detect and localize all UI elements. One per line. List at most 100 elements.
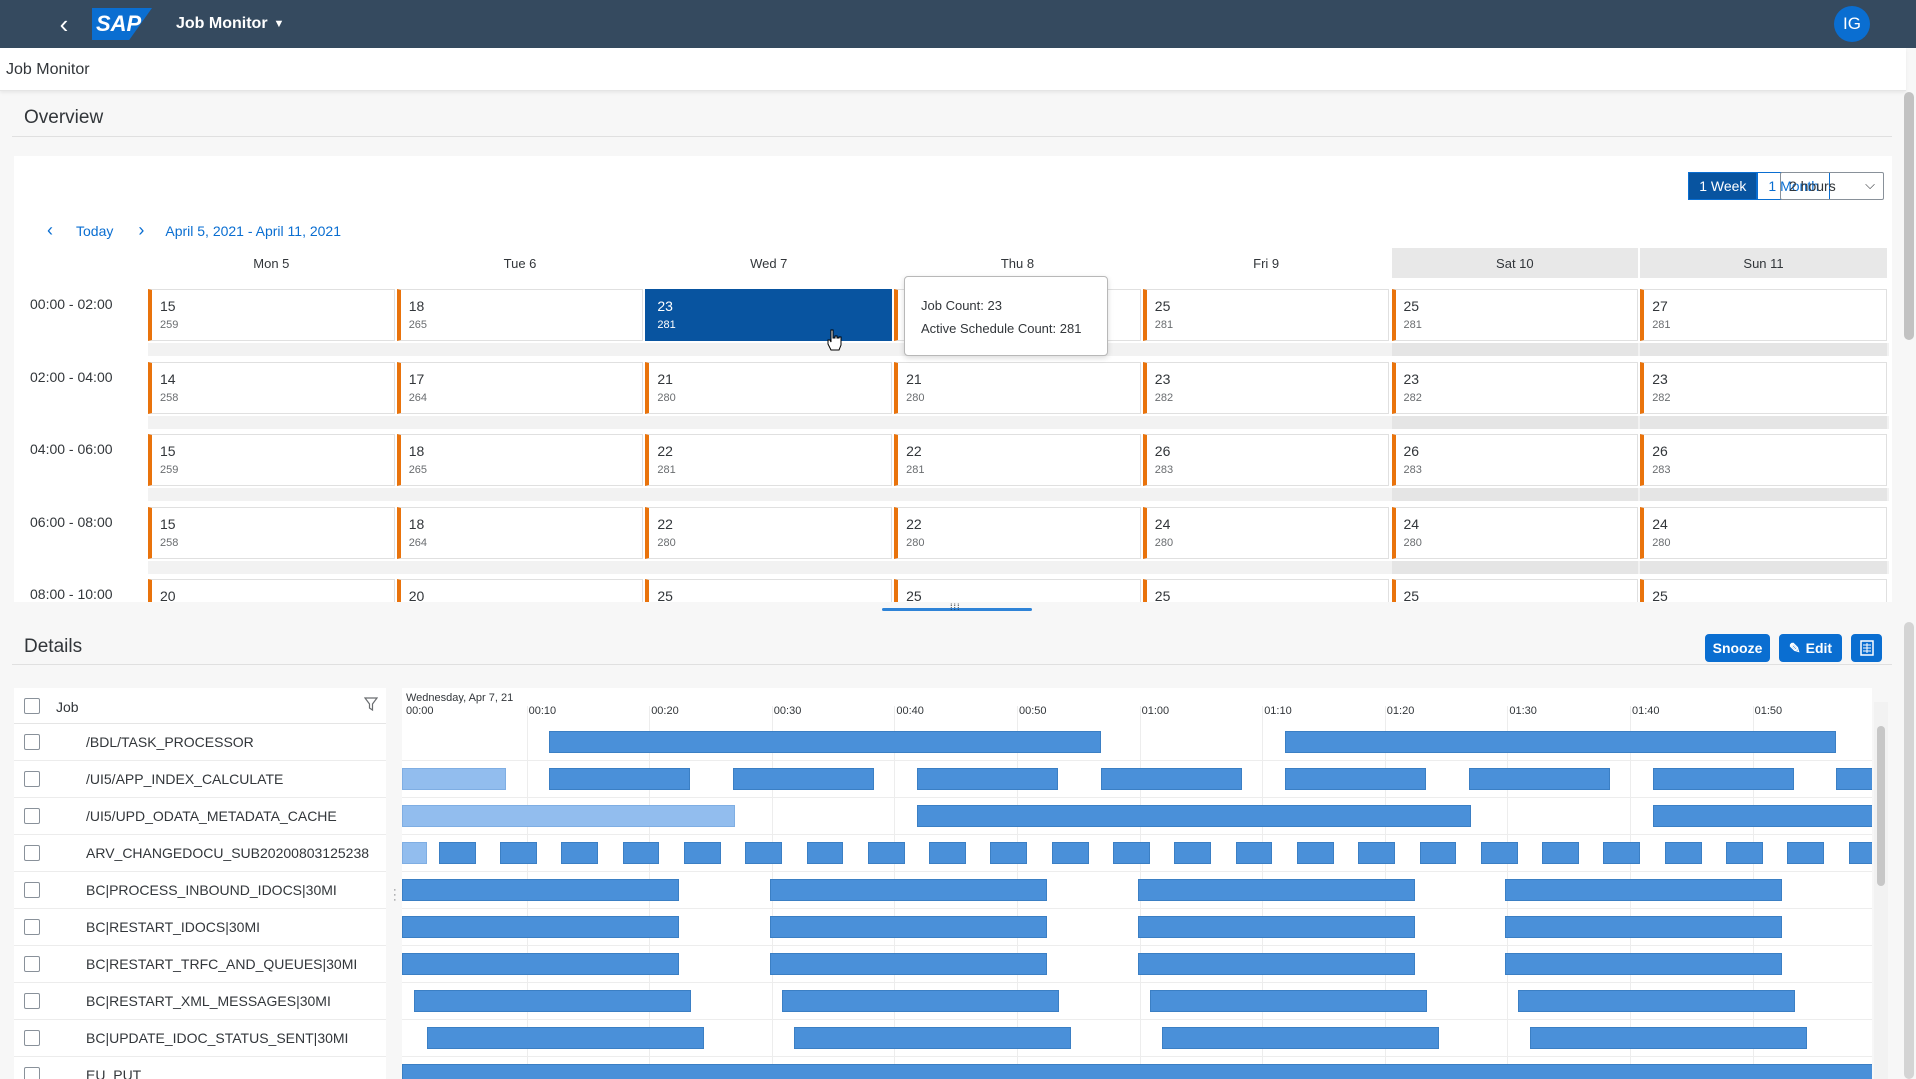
job-run-bar[interactable] [402,879,680,901]
row-checkbox[interactable] [24,919,40,935]
calendar-cell[interactable]: 15 259 [148,289,395,341]
table-row[interactable]: BC|UPDATE_IDOC_STATUS_SENT|30MI [14,1020,386,1057]
page-scrollbar-top[interactable] [1904,92,1914,340]
row-checkbox[interactable] [24,882,40,898]
gantt-scrollbar[interactable] [1874,702,1888,1079]
calendar-cell[interactable]: 21 280 [645,361,893,414]
job-run-bar[interactable] [1652,805,1872,827]
job-column-header[interactable]: Job [56,699,79,715]
row-checkbox[interactable] [24,1030,40,1046]
job-run-bar[interactable] [402,805,736,827]
sap-logo[interactable]: SAP [92,8,152,40]
job-run-bar[interactable] [1603,842,1641,864]
job-run-bar[interactable] [683,842,721,864]
job-run-bar[interactable] [1848,842,1872,864]
calendar-cell[interactable]: 20 [396,579,644,602]
app-title-menu[interactable]: Job Monitor ▼ [176,15,284,33]
calendar-cell[interactable]: 27 281 [1640,289,1887,341]
job-run-bar[interactable] [1480,842,1518,864]
calendar-cell[interactable]: 18 264 [396,506,644,559]
calendar-cell[interactable]: 26 283 [1142,434,1390,486]
job-run-bar[interactable] [867,842,905,864]
job-run-bar[interactable] [1529,1027,1807,1049]
back-arrow-icon[interactable]: ‹ [59,8,69,39]
calendar-cell[interactable]: 24 280 [1391,506,1639,559]
job-run-bar[interactable] [769,953,1047,975]
job-run-bar[interactable] [549,731,1101,753]
calendar-cell[interactable]: 18 265 [396,289,644,341]
row-checkbox[interactable] [24,1067,40,1079]
calendar-cell[interactable]: 25 281 [1391,289,1639,341]
job-run-bar[interactable] [1419,842,1457,864]
job-run-bar[interactable] [426,1027,704,1049]
job-run-bar[interactable] [1505,916,1783,938]
row-checkbox[interactable] [24,845,40,861]
splitter-grip[interactable] [882,608,1032,611]
calendar-cell[interactable]: 25 [894,579,1141,602]
calendar-cell[interactable]: 25 281 [1142,289,1390,341]
calendar-cell[interactable]: 26 283 [1640,434,1887,486]
row-checkbox[interactable] [24,771,40,787]
job-run-bar[interactable] [1836,768,1872,790]
calendar-cell[interactable]: 20 [148,579,395,602]
table-row[interactable]: /UI5/APP_INDEX_CALCULATE [14,761,386,798]
table-row[interactable]: BC|RESTART_TRFC_AND_QUEUES|30MI [14,946,386,983]
job-run-bar[interactable] [1652,768,1794,790]
job-run-bar[interactable] [916,768,1058,790]
job-run-bar[interactable] [561,842,599,864]
calendar-cell[interactable]: 17 264 [396,361,644,414]
edit-button[interactable]: ✎ Edit [1779,634,1842,662]
calendar-cell[interactable]: 22 280 [645,506,893,559]
calendar-cell[interactable]: 25 [1640,579,1887,602]
row-checkbox[interactable] [24,993,40,1009]
calendar-cell[interactable]: 26 283 [1391,434,1639,486]
row-checkbox[interactable] [24,734,40,750]
filter-icon[interactable] [364,696,378,712]
job-run-bar[interactable] [1664,842,1702,864]
job-run-bar[interactable] [769,879,1047,901]
row-checkbox[interactable] [24,956,40,972]
calendar-cell[interactable]: 23 281 [645,289,893,341]
calendar-cell[interactable]: 24 280 [1142,506,1390,559]
column-resize-handle[interactable]: · · · [393,884,397,906]
job-run-bar[interactable] [1284,731,1837,753]
job-run-bar[interactable] [916,805,1472,827]
pane-splitter[interactable]: ⁞⁞⁞ [0,602,1906,614]
job-run-bar[interactable] [622,842,660,864]
job-run-bar[interactable] [782,990,1060,1012]
job-run-bar[interactable] [769,916,1047,938]
job-run-bar[interactable] [806,842,844,864]
calendar-cell[interactable]: 15 258 [148,506,395,559]
job-run-bar[interactable] [1505,953,1783,975]
table-row[interactable]: BC|RESTART_IDOCS|30MI [14,909,386,946]
job-run-bar[interactable] [1137,953,1415,975]
job-run-bar[interactable] [402,842,427,864]
job-run-bar[interactable] [1235,842,1273,864]
job-run-bar[interactable] [1726,842,1763,864]
job-run-bar[interactable] [745,842,783,864]
snooze-button[interactable]: Snooze [1705,634,1770,662]
week-view-button[interactable]: 1 Week [1688,172,1758,200]
calendar-cell[interactable]: 25 [1142,579,1390,602]
job-run-bar[interactable] [990,842,1028,864]
calendar-cell[interactable]: 21 280 [894,361,1141,414]
job-run-bar[interactable] [1284,768,1426,790]
job-run-bar[interactable] [414,990,692,1012]
job-run-bar[interactable] [1149,990,1427,1012]
job-run-bar[interactable] [402,916,680,938]
calendar-cell[interactable]: 22 281 [894,434,1141,486]
calendar-cell[interactable]: 22 280 [894,506,1141,559]
job-run-bar[interactable] [500,842,537,864]
job-run-bar[interactable] [733,768,874,790]
table-row[interactable]: ARV_CHANGEDOCU_SUB20200803125238 [14,835,386,872]
job-run-bar[interactable] [1468,768,1610,790]
job-run-bar[interactable] [402,953,680,975]
calendar-cell[interactable]: 15 259 [148,434,395,486]
calendar-cell[interactable]: 23 282 [1640,361,1887,414]
date-range-link[interactable]: April 5, 2021 - April 11, 2021 [165,222,341,239]
table-row[interactable]: EU_PUT [14,1057,386,1079]
export-button[interactable] [1851,634,1882,662]
job-run-bar[interactable] [549,768,691,790]
job-run-bar[interactable] [1787,842,1825,864]
job-run-bar[interactable] [1174,842,1212,864]
